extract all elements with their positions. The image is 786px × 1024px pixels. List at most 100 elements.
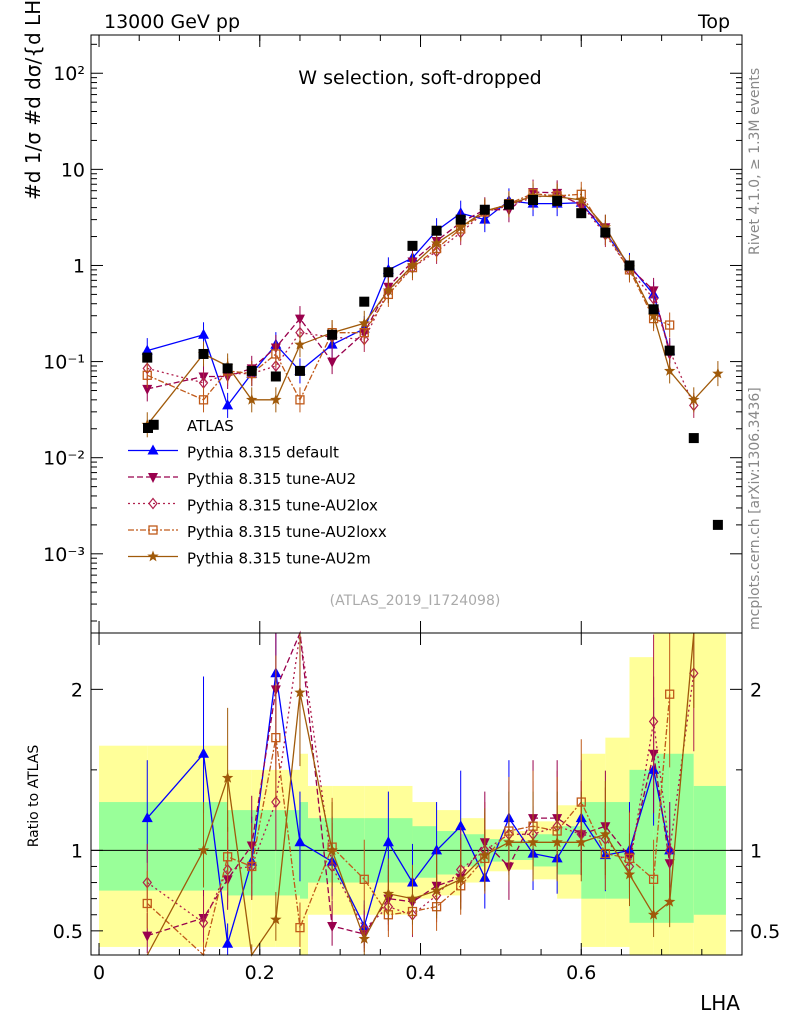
main-point: [430, 237, 443, 249]
main-frame: [90, 34, 743, 634]
main-marks: [141, 179, 724, 530]
ratio-point: [359, 874, 369, 884]
band-green: [147, 802, 204, 891]
legend-entry: Pythia 8.315 tune-AU2m: [187, 550, 371, 568]
ratio-point: [664, 844, 675, 857]
data-point: [246, 365, 257, 376]
main-point: [271, 349, 281, 359]
ratio-marks: [141, 630, 699, 957]
ratio-x-ticks: 0 0.2 0.4 0.6: [93, 35, 703, 984]
ratio-point: [270, 913, 282, 925]
data-point: [142, 352, 153, 363]
ratio-point: [141, 812, 153, 823]
main-series-line: [147, 193, 695, 406]
main-point: [327, 357, 338, 368]
ratio-point: [222, 937, 234, 948]
main-series-5: [141, 183, 724, 438]
data-point: [688, 433, 699, 444]
ratio-point: [198, 747, 210, 758]
band-green: [669, 753, 694, 923]
data-point: [528, 194, 539, 205]
ratio-y-tick-label-right: 0.5: [750, 921, 780, 943]
data-point: [383, 267, 394, 278]
data-point: [479, 204, 490, 215]
data-point: [648, 304, 659, 315]
data-point: [712, 519, 723, 530]
main-point: [198, 328, 210, 339]
ratio-point: [271, 733, 281, 743]
main-point: [599, 221, 612, 233]
x-axis-label: LHA: [700, 991, 740, 1015]
data-point: [327, 329, 338, 340]
data-point: [624, 260, 635, 271]
ratio-point: [647, 908, 660, 920]
ratio-point: [623, 868, 636, 880]
main-point: [712, 367, 724, 379]
main-point: [271, 360, 281, 372]
ratio-panel: 0.5 0.5 1 1 2 2 0 0.2 0.4 0.6: [53, 35, 780, 984]
main-point: [270, 393, 282, 405]
main-series-4: [142, 181, 675, 413]
header-right: Top: [697, 11, 730, 33]
legend: ATLAS Pythia 8.315 default Pythia 8.315 tu…: [128, 417, 387, 568]
data-point: [294, 365, 305, 376]
main-panel: 10⁻³ 10⁻² 10⁻¹ 1 10 10² W selection, soft-dro…: [43, 34, 743, 634]
ratio-bands: [91, 633, 742, 955]
ratio-point: [222, 852, 233, 862]
band-green: [99, 802, 148, 891]
ratio-series-line: [147, 630, 671, 937]
band-green: [629, 769, 654, 923]
legend-marker: [148, 473, 158, 483]
band-green: [251, 810, 276, 896]
ratio-point: [599, 828, 612, 840]
main-y-tick-label: 10²: [53, 63, 85, 85]
main-point: [294, 338, 306, 350]
ratio-series-line: [146, 632, 695, 957]
main-y-ticks: 10⁻³ 10⁻² 10⁻¹ 1 10 10²: [43, 43, 742, 622]
analysis-tag: (ATLAS_2019_I1724098): [330, 593, 501, 609]
data-point: [270, 371, 281, 382]
main-series-data: [142, 194, 723, 530]
x-tick-label: 0.6: [566, 962, 596, 984]
data-point: [600, 227, 611, 238]
data-point: [407, 240, 418, 251]
rivet-label: Rivet 4.1.0, ≥ 1.3M events: [747, 68, 763, 255]
ratio-point: [198, 916, 209, 929]
ratio-point: [142, 898, 152, 909]
main-series-2: [142, 179, 675, 402]
ratio-point: [294, 836, 306, 847]
header-left: 13000 GeV pp: [104, 11, 240, 33]
legend-entry: Pythia 8.315 tune-AU2loxx: [187, 523, 387, 541]
legend-marker: [143, 423, 153, 433]
main-y-tick-label: 10: [61, 159, 85, 181]
main-series-1: [141, 188, 676, 418]
ratio-y-tick-label-right: 2: [750, 679, 762, 701]
main-point: [665, 320, 675, 330]
main-point: [295, 395, 305, 405]
legend-entry: Pythia 8.315 default: [187, 444, 339, 462]
data-point: [455, 214, 466, 225]
data-point: [431, 225, 442, 236]
data-point: [359, 296, 370, 307]
ratio-point: [503, 836, 515, 848]
ratio-point: [271, 796, 281, 809]
main-point: [141, 344, 153, 355]
main-point: [358, 317, 370, 329]
ratio-point: [326, 844, 338, 856]
ratio-point: [358, 932, 370, 944]
main-point: [647, 309, 660, 321]
legend-marker: [147, 550, 159, 562]
data-point: [222, 363, 233, 374]
ratio-point: [221, 771, 234, 783]
legend-entry: Pythia 8.315 tune-AU2: [187, 470, 356, 488]
ratio-series-line: [146, 632, 695, 931]
main-y-label-text: #d 1/σ #d dσ/{d LHA}: [21, 0, 45, 200]
main-point: [575, 194, 587, 205]
data-point: [576, 208, 587, 219]
ratio-y-tick-label-right: 1: [750, 840, 762, 862]
main-series-3: [142, 181, 699, 418]
ratio-point: [295, 922, 305, 933]
ratio-y-ticks: 0.5 0.5 1 1 2 2: [53, 679, 780, 943]
ratio-point: [382, 887, 395, 899]
